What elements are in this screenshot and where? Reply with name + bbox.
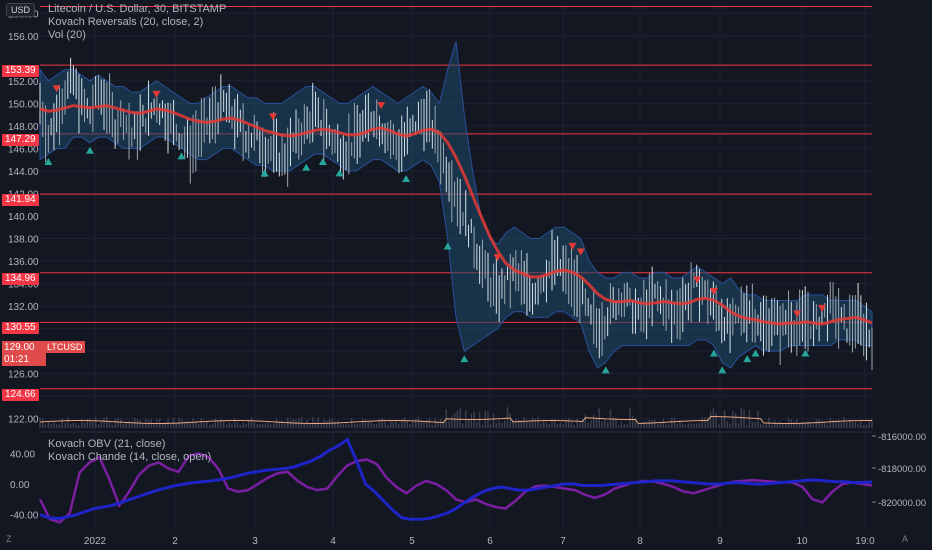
reversal-arrows xyxy=(44,85,827,374)
up-arrow xyxy=(85,146,94,154)
up-arrow xyxy=(718,366,727,374)
x-tick-label: 9 xyxy=(717,536,723,547)
osc-tick-label: 0.00 xyxy=(10,480,30,491)
x-tick-label: 8 xyxy=(637,536,643,547)
y-tick-label: 146.00 xyxy=(8,144,39,155)
level-tag: 124.66 xyxy=(2,389,39,401)
up-arrow xyxy=(177,152,186,160)
up-arrow xyxy=(601,366,610,374)
up-arrow xyxy=(443,242,452,250)
moving-average xyxy=(39,104,873,326)
down-arrow xyxy=(152,90,161,98)
up-arrow xyxy=(402,174,411,182)
down-arrow xyxy=(493,254,502,262)
obv-tick-label: -820000.00 xyxy=(878,498,926,509)
up-arrow xyxy=(709,349,718,357)
osc-tick-label: -40.00 xyxy=(10,511,39,522)
y-tick-label: 136.00 xyxy=(8,257,39,268)
volume-bars xyxy=(39,407,873,428)
currency-button[interactable]: USD xyxy=(6,3,36,17)
study-volume[interactable]: Vol (20) xyxy=(48,29,86,41)
chart-title: Litecoin / U.S. Dollar, 30, BITSTAMP xyxy=(48,3,227,15)
x-tick-label: 6 xyxy=(487,536,493,547)
obv-tick-label: -816000.00 xyxy=(878,432,926,443)
y-tick-label: 156.00 xyxy=(8,32,39,43)
moving-average-line xyxy=(39,104,873,326)
up-arrow xyxy=(302,163,311,171)
x-tick-label: 5 xyxy=(409,536,415,547)
down-arrow xyxy=(568,242,577,250)
study-kovach-chande[interactable]: Kovach Chande (14, close, open) xyxy=(48,451,212,463)
osc-tick-label: 40.00 xyxy=(10,449,35,460)
y-tick-label: 144.00 xyxy=(8,167,39,178)
y-tick-label: 126.00 xyxy=(8,370,39,381)
down-arrow xyxy=(268,113,277,121)
obv-line xyxy=(39,437,873,521)
down-arrow xyxy=(818,304,827,312)
level-tag: 153.39 xyxy=(2,65,39,77)
down-arrow xyxy=(793,310,802,318)
x-tick-label: 7 xyxy=(560,536,566,547)
y-tick-label: 122.00 xyxy=(8,415,39,426)
oscillator-pane xyxy=(38,437,873,524)
up-arrow xyxy=(743,355,752,363)
x-tick-label: 2 xyxy=(172,536,178,547)
x-tick-label: 10 xyxy=(796,536,808,547)
up-arrow xyxy=(260,169,269,177)
x-tick-label: 4 xyxy=(330,536,336,547)
y-tick-label: 148.00 xyxy=(8,122,39,133)
down-arrow xyxy=(709,287,718,295)
y-tick-label: 138.00 xyxy=(8,235,39,246)
down-arrow xyxy=(377,102,386,110)
x-tick-label: 3 xyxy=(252,536,258,547)
obv-tick-label: -818000.00 xyxy=(878,464,926,475)
y-tick-label: 134.00 xyxy=(8,280,39,291)
study-kovach-reversals[interactable]: Kovach Reversals (20, close, 2) xyxy=(48,16,204,28)
bar-countdown: 01:21 xyxy=(2,353,46,366)
study-kovach-obv[interactable]: Kovach OBV (21, close) xyxy=(48,438,166,450)
up-arrow xyxy=(335,169,344,177)
y-tick-label: 132.00 xyxy=(8,302,39,313)
level-tag: 147.29 xyxy=(2,134,39,146)
auto-scale-button[interactable]: A xyxy=(902,534,909,544)
down-arrow xyxy=(52,85,61,93)
down-arrow xyxy=(693,276,702,284)
level-tag: 134.96 xyxy=(2,273,39,285)
zoom-button[interactable]: Z xyxy=(6,534,12,544)
x-tick-label: 2022 xyxy=(84,536,107,547)
y-tick-label: 150.00 xyxy=(8,99,39,110)
up-arrow xyxy=(751,349,760,357)
up-arrow xyxy=(44,158,53,166)
current-price-tag: 129.00 xyxy=(2,341,46,354)
volume-ma xyxy=(39,416,873,425)
up-arrow xyxy=(460,355,469,363)
level-tag: 141.94 xyxy=(2,194,39,206)
level-tag: 130.55 xyxy=(2,322,39,334)
down-arrow xyxy=(576,248,585,256)
y-tick-label: 140.00 xyxy=(8,212,39,223)
up-arrow xyxy=(801,349,810,357)
up-arrow xyxy=(318,158,327,166)
y-tick-label: 152.00 xyxy=(8,77,39,88)
x-tick-label: 19:0 xyxy=(855,536,875,547)
symbol-tag: LTCUSD xyxy=(44,341,86,353)
